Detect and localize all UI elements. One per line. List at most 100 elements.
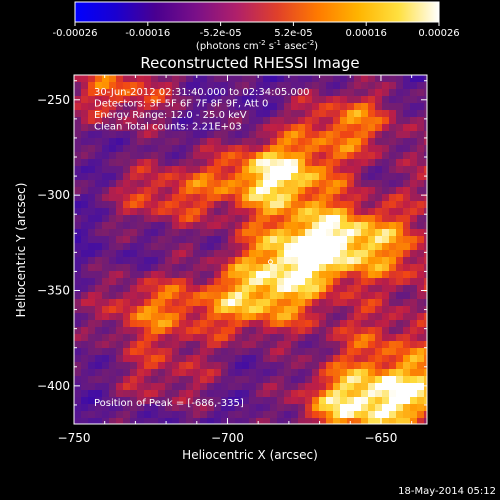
heatmap-cell bbox=[207, 145, 214, 152]
heatmap-cell bbox=[179, 75, 186, 82]
heatmap-cell bbox=[305, 82, 312, 89]
heatmap-cell bbox=[277, 201, 284, 208]
heatmap-cell bbox=[158, 327, 165, 334]
heatmap-cell bbox=[88, 278, 95, 285]
heatmap-cell bbox=[347, 89, 354, 96]
heatmap-cell bbox=[179, 278, 186, 285]
heatmap-cell bbox=[312, 411, 319, 418]
heatmap-cell bbox=[123, 376, 130, 383]
heatmap-cell bbox=[382, 383, 389, 390]
heatmap-cell bbox=[305, 201, 312, 208]
heatmap-cell bbox=[298, 110, 305, 117]
heatmap-cell bbox=[291, 369, 298, 376]
heatmap-cell bbox=[214, 89, 221, 96]
heatmap-cell bbox=[235, 355, 242, 362]
heatmap-cell bbox=[396, 89, 403, 96]
heatmap-cell bbox=[123, 320, 130, 327]
heatmap-cell bbox=[221, 166, 228, 173]
heatmap-cell bbox=[109, 397, 116, 404]
heatmap-cell bbox=[347, 369, 354, 376]
heatmap-cell bbox=[382, 236, 389, 243]
heatmap-cell bbox=[200, 96, 207, 103]
heatmap-cell bbox=[137, 285, 144, 292]
heatmap-cell bbox=[256, 369, 263, 376]
heatmap-cell bbox=[424, 264, 427, 271]
heatmap-cell bbox=[123, 348, 130, 355]
heatmap-cell bbox=[137, 418, 144, 424]
heatmap-cell bbox=[172, 362, 179, 369]
heatmap-cell bbox=[200, 145, 207, 152]
heatmap-cell bbox=[382, 215, 389, 222]
heatmap-cell bbox=[74, 271, 81, 278]
heatmap-cell bbox=[123, 103, 130, 110]
heatmap-cell bbox=[186, 278, 193, 285]
heatmap-cell bbox=[340, 145, 347, 152]
heatmap-cell bbox=[410, 159, 417, 166]
heatmap-cell bbox=[284, 313, 291, 320]
heatmap-cell bbox=[144, 180, 151, 187]
heatmap-cell bbox=[375, 362, 382, 369]
heatmap-cell bbox=[389, 285, 396, 292]
heatmap-cell bbox=[221, 229, 228, 236]
heatmap-cell bbox=[382, 138, 389, 145]
heatmap-cell bbox=[389, 397, 396, 404]
heatmap-cell bbox=[333, 145, 340, 152]
heatmap-cell bbox=[347, 82, 354, 89]
heatmap-cell bbox=[284, 138, 291, 145]
heatmap-cell bbox=[74, 418, 81, 424]
heatmap-cell bbox=[193, 110, 200, 117]
heatmap-cell bbox=[74, 222, 81, 229]
heatmap-cell bbox=[305, 355, 312, 362]
heatmap-cell bbox=[417, 376, 424, 383]
heatmap-cell bbox=[333, 257, 340, 264]
heatmap-cell bbox=[130, 124, 137, 131]
heatmap-cell bbox=[424, 159, 427, 166]
heatmap-cell bbox=[340, 250, 347, 257]
heatmap-cell bbox=[389, 271, 396, 278]
heatmap-cell bbox=[312, 285, 319, 292]
heatmap-cell bbox=[417, 243, 424, 250]
heatmap-cell bbox=[165, 383, 172, 390]
heatmap-cell bbox=[319, 264, 326, 271]
heatmap-cell bbox=[326, 173, 333, 180]
heatmap-cell bbox=[235, 187, 242, 194]
heatmap-cell bbox=[403, 96, 410, 103]
heatmap-cell bbox=[354, 313, 361, 320]
heatmap-cell bbox=[165, 264, 172, 271]
heatmap-cell bbox=[151, 110, 158, 117]
heatmap-cell bbox=[200, 320, 207, 327]
heatmap-cell bbox=[410, 215, 417, 222]
heatmap-cell bbox=[382, 124, 389, 131]
heatmap-cell bbox=[207, 257, 214, 264]
heatmap-cell bbox=[263, 152, 270, 159]
heatmap-cell bbox=[200, 404, 207, 411]
colorbar-tick-label: -0.00026 bbox=[53, 28, 98, 39]
heatmap-cell bbox=[277, 376, 284, 383]
heatmap-cell bbox=[270, 250, 277, 257]
heatmap-cell bbox=[214, 271, 221, 278]
heatmap-cell bbox=[88, 376, 95, 383]
heatmap-cell bbox=[228, 404, 235, 411]
heatmap-cell bbox=[326, 397, 333, 404]
heatmap-cell bbox=[256, 82, 263, 89]
heatmap-cell bbox=[144, 313, 151, 320]
heatmap-cell bbox=[165, 334, 172, 341]
heatmap-cell bbox=[144, 75, 151, 82]
heatmap-cell bbox=[88, 306, 95, 313]
heatmap-cell bbox=[368, 390, 375, 397]
heatmap-cell bbox=[291, 201, 298, 208]
heatmap-cell bbox=[207, 82, 214, 89]
heatmap-cell bbox=[291, 327, 298, 334]
heatmap-cell bbox=[361, 96, 368, 103]
heatmap-cell bbox=[305, 334, 312, 341]
heatmap-cell bbox=[340, 313, 347, 320]
heatmap-cell bbox=[179, 208, 186, 215]
heatmap-cell bbox=[256, 320, 263, 327]
heatmap-cell bbox=[207, 201, 214, 208]
heatmap-cell bbox=[256, 334, 263, 341]
heatmap-cell bbox=[144, 411, 151, 418]
heatmap-cell bbox=[200, 166, 207, 173]
heatmap-cell bbox=[319, 180, 326, 187]
heatmap-cell bbox=[319, 131, 326, 138]
heatmap-cell bbox=[284, 117, 291, 124]
